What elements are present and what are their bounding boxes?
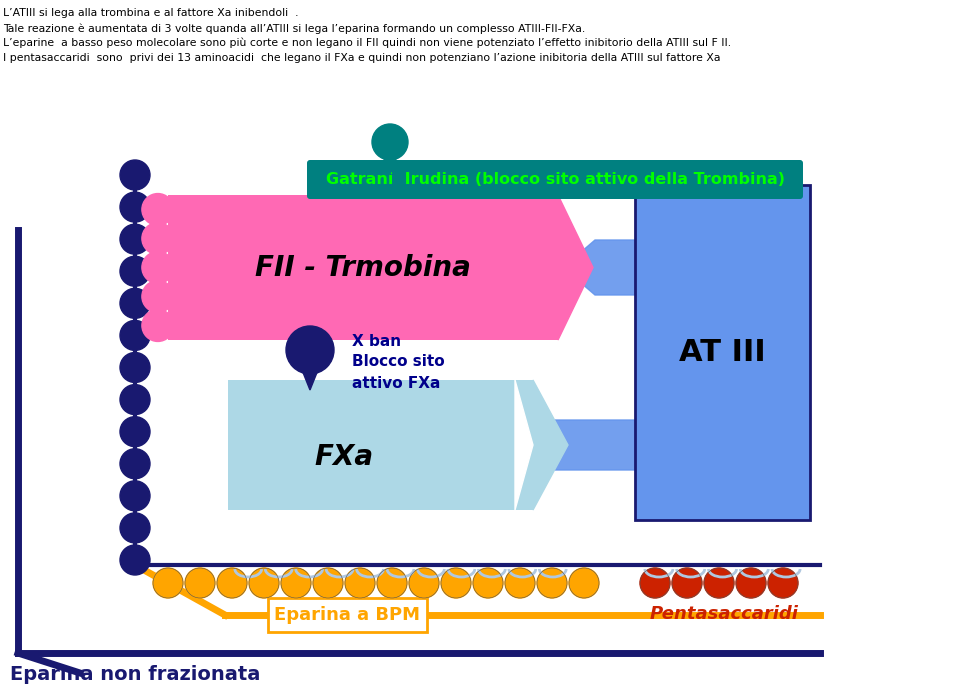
Circle shape bbox=[372, 124, 408, 160]
Circle shape bbox=[142, 309, 174, 342]
Circle shape bbox=[120, 417, 150, 446]
Circle shape bbox=[286, 326, 334, 374]
Circle shape bbox=[704, 568, 734, 598]
Circle shape bbox=[473, 568, 503, 598]
Circle shape bbox=[120, 384, 150, 415]
Circle shape bbox=[120, 513, 150, 543]
Circle shape bbox=[120, 481, 150, 511]
Text: FXa: FXa bbox=[314, 443, 373, 471]
Circle shape bbox=[249, 568, 279, 598]
Circle shape bbox=[569, 568, 599, 598]
Polygon shape bbox=[508, 420, 635, 470]
Text: I pentasaccaridi  sono  privi dei 13 aminoacidi  che legano il FXa e quindi non : I pentasaccaridi sono privi dei 13 amino… bbox=[3, 53, 721, 63]
FancyBboxPatch shape bbox=[168, 195, 558, 340]
Text: L’ATIII si lega alla trombina e al fattore Xa inibendoli  .: L’ATIII si lega alla trombina e al fatto… bbox=[3, 8, 299, 18]
Text: Eparina a BPM: Eparina a BPM bbox=[275, 606, 420, 624]
Text: Eparina non frazionata: Eparina non frazionata bbox=[10, 665, 260, 684]
Circle shape bbox=[142, 280, 174, 312]
Circle shape bbox=[313, 568, 343, 598]
Circle shape bbox=[120, 320, 150, 351]
Text: X ban
Blocco sito
attivo FXa: X ban Blocco sito attivo FXa bbox=[352, 333, 444, 391]
Circle shape bbox=[120, 256, 150, 286]
Circle shape bbox=[142, 223, 174, 254]
Polygon shape bbox=[563, 240, 635, 295]
Circle shape bbox=[217, 568, 247, 598]
Circle shape bbox=[441, 568, 471, 598]
Circle shape bbox=[409, 568, 439, 598]
Circle shape bbox=[120, 160, 150, 190]
Text: Gatrani  Irudina (blocco sito attivo della Trombina): Gatrani Irudina (blocco sito attivo dell… bbox=[325, 172, 784, 187]
Text: Pentasaccaridi: Pentasaccaridi bbox=[650, 605, 799, 623]
FancyBboxPatch shape bbox=[268, 598, 427, 632]
Circle shape bbox=[120, 449, 150, 479]
FancyBboxPatch shape bbox=[228, 380, 533, 510]
Circle shape bbox=[768, 568, 798, 598]
Circle shape bbox=[142, 194, 174, 225]
Circle shape bbox=[736, 568, 766, 598]
Circle shape bbox=[377, 568, 407, 598]
Circle shape bbox=[281, 568, 311, 598]
Circle shape bbox=[153, 568, 183, 598]
Circle shape bbox=[120, 224, 150, 254]
Text: AT III: AT III bbox=[679, 338, 766, 367]
Polygon shape bbox=[533, 380, 568, 510]
Circle shape bbox=[120, 353, 150, 382]
Circle shape bbox=[345, 568, 375, 598]
Text: FII - Trmobina: FII - Trmobina bbox=[255, 254, 471, 282]
Circle shape bbox=[505, 568, 535, 598]
Polygon shape bbox=[296, 355, 324, 390]
Circle shape bbox=[185, 568, 215, 598]
Text: Tale reazione è aumentata di 3 volte quanda all’ATIII si lega l’eparina formando: Tale reazione è aumentata di 3 volte qua… bbox=[3, 23, 586, 34]
Polygon shape bbox=[515, 380, 533, 510]
Circle shape bbox=[120, 192, 150, 222]
Circle shape bbox=[120, 288, 150, 318]
Circle shape bbox=[142, 251, 174, 283]
Circle shape bbox=[537, 568, 567, 598]
Circle shape bbox=[120, 545, 150, 575]
FancyBboxPatch shape bbox=[307, 160, 803, 199]
Circle shape bbox=[640, 568, 670, 598]
FancyBboxPatch shape bbox=[635, 185, 810, 520]
Circle shape bbox=[672, 568, 702, 598]
Text: L’eparine  a basso peso molecolare sono più corte e non legano il FII quindi non: L’eparine a basso peso molecolare sono p… bbox=[3, 38, 732, 48]
Polygon shape bbox=[379, 146, 401, 174]
Polygon shape bbox=[558, 195, 593, 340]
